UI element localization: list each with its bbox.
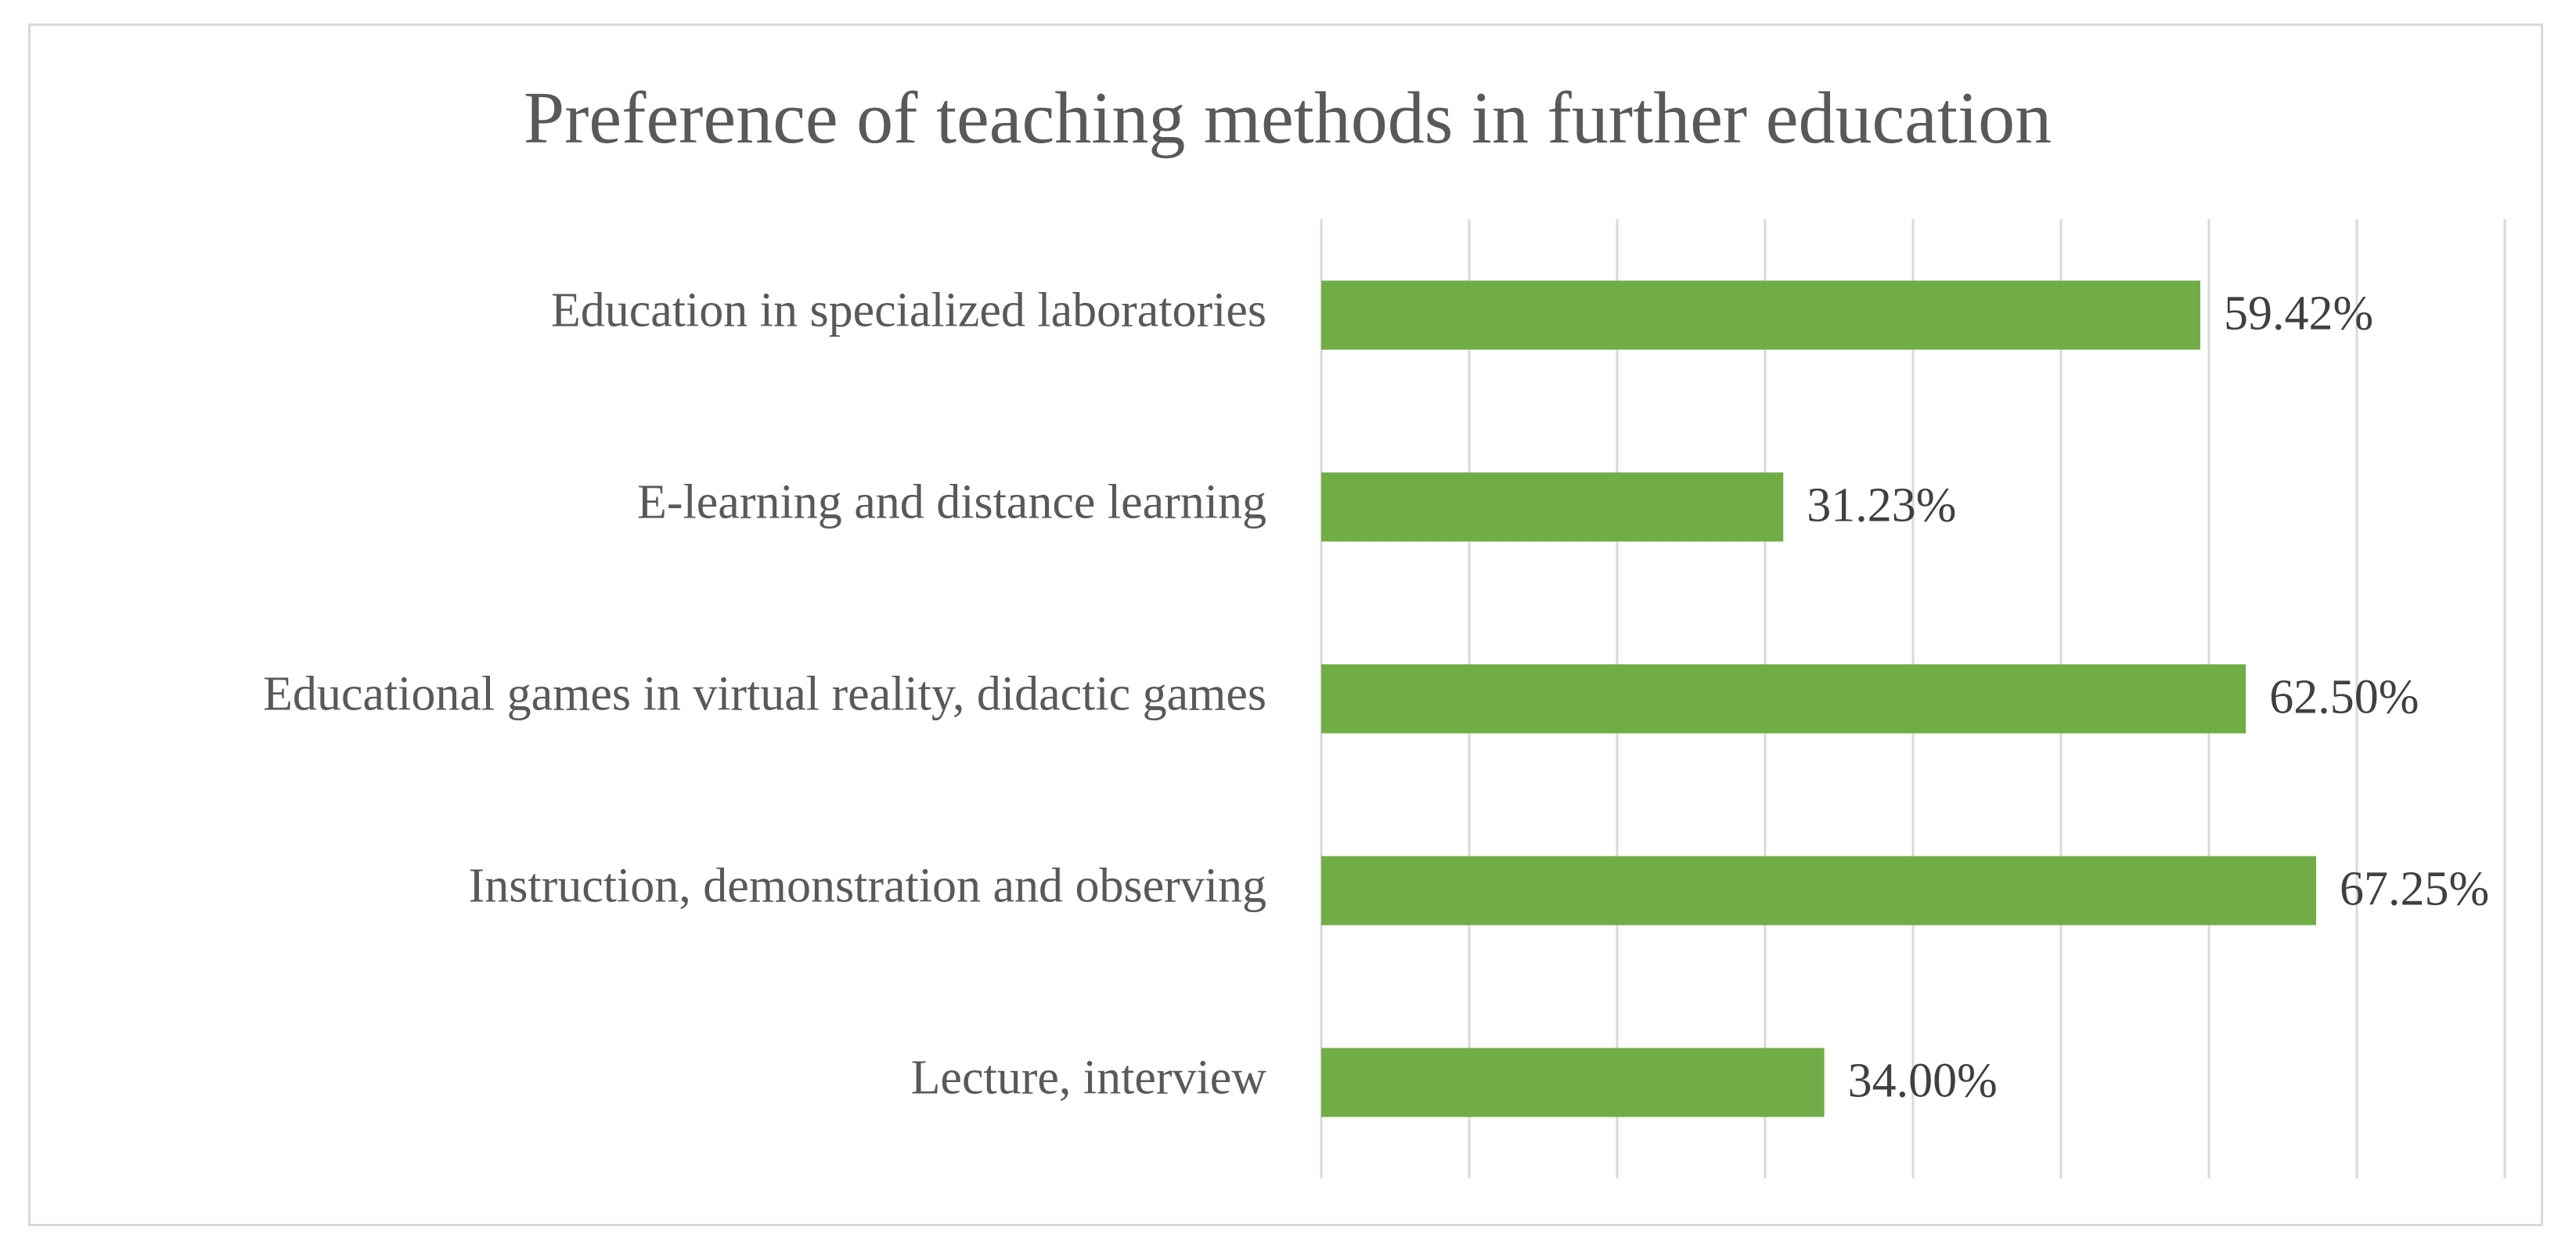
bar — [1321, 472, 1784, 542]
data-label: 31.23% — [1807, 479, 1956, 532]
data-label: 67.25% — [2340, 863, 2489, 916]
data-label: 59.42% — [2224, 287, 2373, 341]
data-label: 34.00% — [1848, 1055, 1998, 1108]
bars — [1321, 280, 2317, 1117]
category-label: Instruction, demonstration and observing — [469, 860, 1266, 913]
category-labels: Education in specialized laboratories E-l… — [263, 284, 1266, 1105]
chart-title: Preference of teaching methods in furthe… — [524, 78, 2052, 159]
data-labels: 59.42% 31.23% 62.50% 67.25% 34.00% — [1807, 287, 2489, 1108]
bar — [1321, 664, 2246, 734]
category-label: Education in specialized laboratories — [551, 284, 1266, 337]
category-label: Educational games in virtual reality, di… — [263, 668, 1266, 721]
chart-frame — [28, 23, 2543, 1226]
data-label: 62.50% — [2269, 671, 2419, 724]
bar — [1321, 1048, 1825, 1117]
bar — [1321, 280, 2201, 350]
category-label: E-learning and distance learning — [637, 476, 1266, 529]
bar — [1321, 856, 2317, 925]
category-label: Lecture, interview — [911, 1052, 1267, 1105]
